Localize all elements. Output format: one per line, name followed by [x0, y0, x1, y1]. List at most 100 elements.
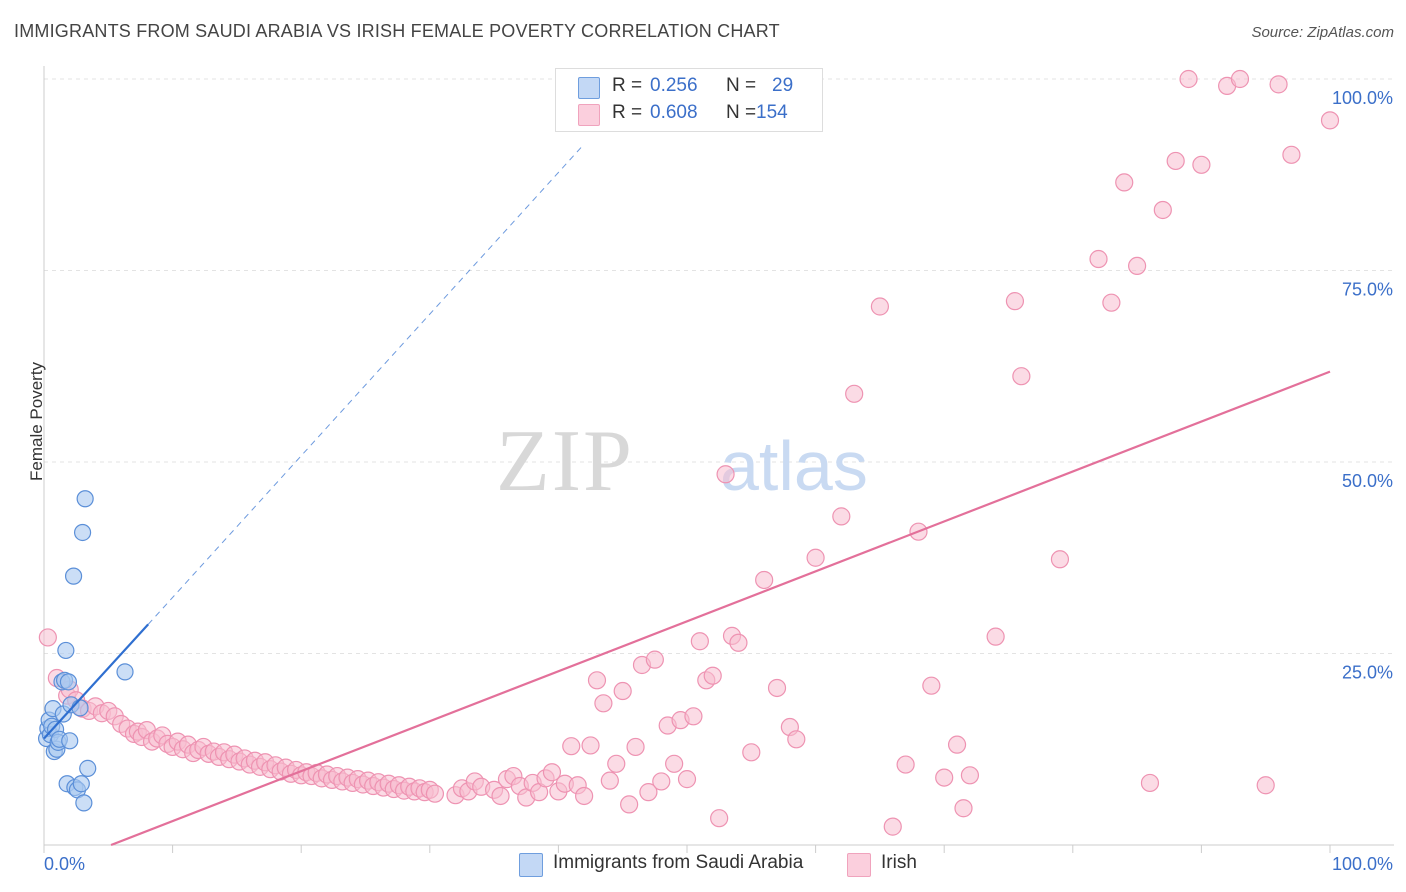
irish-point [742, 743, 761, 762]
irish-point [600, 771, 619, 790]
irish-point [716, 465, 735, 484]
legend-r-label: R = [612, 75, 643, 96]
irish-point [1102, 293, 1121, 312]
x-tick-label: 0.0% [44, 854, 85, 874]
irish-point [710, 809, 729, 828]
irish-point [594, 694, 613, 713]
watermark-zip: ZIP [496, 413, 634, 510]
saudi-point [116, 663, 134, 681]
legend-n-value: 154 [756, 102, 788, 123]
irish-point [613, 681, 632, 701]
legend-r-value: 0.608 [650, 102, 698, 123]
saudi-point [61, 732, 79, 750]
saudi-legend-label: Immigrants from Saudi Arabia [553, 852, 804, 873]
irish-swatch [578, 104, 600, 126]
irish-point [587, 671, 607, 690]
irish-point [1005, 292, 1025, 311]
irish-point [1230, 69, 1250, 89]
irish-point [1256, 776, 1275, 795]
irish-point [620, 795, 639, 814]
saudi-point [75, 794, 93, 812]
irish-point [1050, 550, 1070, 569]
irish-point [1192, 155, 1211, 174]
saudi-trend-line [43, 623, 149, 740]
y-tick-label: 100.0% [1332, 88, 1393, 108]
irish-point [665, 754, 684, 773]
irish-point [767, 678, 787, 698]
y-tick-label: 75.0% [1342, 280, 1393, 300]
legend-n-label: N = [726, 75, 757, 96]
legend-n-label: N = [726, 102, 757, 123]
irish-point [581, 736, 600, 755]
irish-point [1115, 173, 1134, 192]
legend-n-value: 29 [772, 75, 794, 96]
watermark-atlas: atlas [720, 427, 868, 505]
irish-point [755, 570, 774, 590]
irish-series [38, 69, 1340, 836]
irish-point [960, 766, 980, 785]
irish-point [845, 384, 864, 403]
axes [43, 66, 1394, 853]
irish-point [947, 735, 967, 754]
saudi-point [59, 673, 78, 691]
irish-point [1179, 69, 1198, 89]
y-axis-label: Female Poverty [27, 361, 46, 481]
irish-point [1089, 249, 1108, 269]
irish-point [729, 633, 748, 652]
grid-lines [44, 78, 1394, 654]
irish-point [575, 786, 594, 806]
irish-point [787, 730, 806, 749]
irish-point [986, 627, 1005, 646]
trend-lines [43, 143, 1331, 847]
irish-point [1320, 111, 1340, 130]
irish-point [883, 817, 902, 836]
y-tick-label: 25.0% [1342, 663, 1393, 683]
legend-r-label: R = [612, 102, 643, 123]
saudi-trend-extension [147, 143, 585, 625]
x-tick-label: 100.0% [1332, 854, 1393, 874]
irish-point [870, 297, 890, 316]
irish-point [607, 754, 626, 773]
legend-r-value: 0.256 [650, 75, 698, 96]
saudi-point [64, 567, 83, 585]
y-tick-label: 50.0% [1342, 471, 1393, 491]
irish-point [954, 799, 973, 818]
irish-point [1282, 145, 1301, 164]
tick-labels: 25.0% 50.0% 75.0% 100.0% 0.0% 100.0% [44, 88, 1393, 874]
irish-point [1153, 200, 1172, 220]
irish-point [1140, 773, 1160, 793]
irish-point [652, 772, 671, 791]
saudi-legend-swatch [519, 853, 543, 877]
source-label: Source: ZipAtlas.com [1251, 24, 1394, 41]
irish-point [806, 548, 825, 567]
irish-point [562, 737, 581, 756]
chart-title: IMMIGRANTS FROM SAUDI ARABIA VS IRISH FE… [14, 21, 780, 41]
irish-point [677, 770, 697, 789]
stats-legend: R = 0.256 N = 29 R = 0.608 N = 154 [555, 68, 823, 132]
saudi-point [72, 775, 90, 793]
irish-point [1166, 151, 1185, 171]
irish-point [684, 707, 703, 726]
saudi-point [76, 490, 94, 508]
irish-trend-line [110, 370, 1331, 847]
saudi-point [71, 699, 89, 717]
irish-point [1012, 367, 1031, 386]
saudi-point [73, 523, 92, 542]
irish-legend-label: Irish [881, 852, 917, 873]
saudi-point [57, 641, 75, 660]
irish-point [38, 628, 57, 647]
irish-point [542, 763, 562, 782]
irish-point [425, 784, 445, 803]
irish-point [935, 768, 954, 787]
irish-legend-swatch [847, 853, 871, 877]
saudi-point [79, 759, 97, 778]
irish-point [491, 786, 510, 806]
irish-point [922, 676, 941, 695]
irish-point [1269, 75, 1288, 94]
irish-point [832, 507, 851, 526]
saudi-series [37, 490, 134, 812]
irish-point [1127, 256, 1147, 276]
irish-point [896, 755, 915, 774]
irish-point [690, 632, 709, 651]
